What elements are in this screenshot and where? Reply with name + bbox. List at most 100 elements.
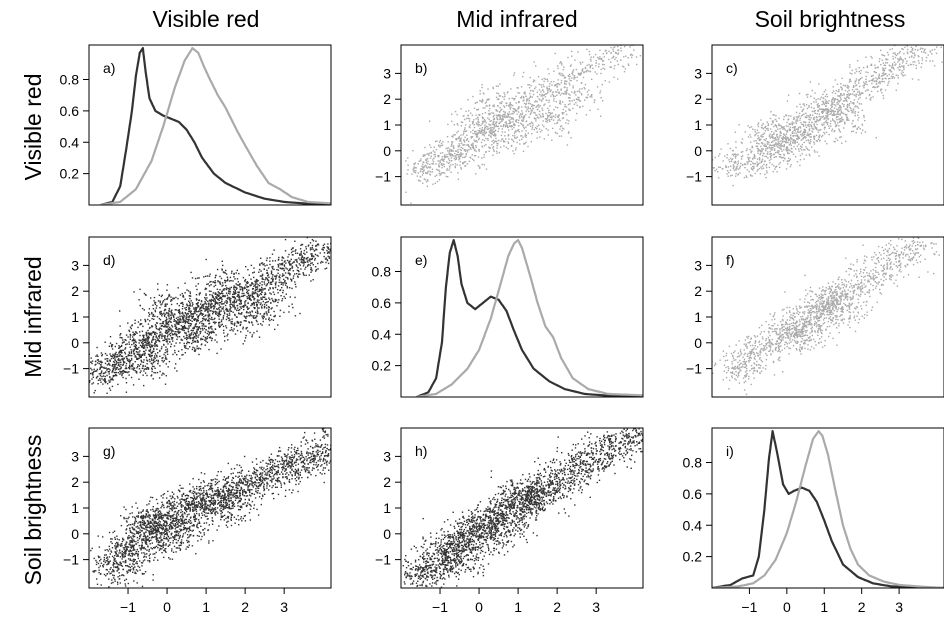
scatter-point [170,336,173,339]
scatter-point [144,339,146,341]
scatter-point [783,140,785,143]
scatter-point [533,111,535,114]
scatter-point [865,81,867,83]
scatter-point [772,136,774,138]
scatter-point [521,106,523,108]
scatter-point [266,264,268,266]
scatter-point [288,260,291,262]
scatter-point [257,290,259,293]
scatter-point [600,115,602,117]
scatter-point [243,292,245,295]
scatter-point [476,109,478,111]
scatter-point [772,122,774,124]
scatter-point [703,157,704,158]
scatter-point [875,77,877,79]
scatter-point [134,344,137,346]
scatter-point [490,136,492,138]
scatter-point [503,145,505,147]
scatter-point [518,139,521,141]
scatter-point [927,54,929,56]
scatter-point [422,155,424,157]
scatter-point [735,141,737,143]
scatter-point [936,46,938,48]
scatter-point [489,147,491,149]
scatter-point [312,279,314,281]
scatter-point [186,337,189,339]
scatter-point [458,140,461,142]
scatter-point [853,85,855,88]
scatter-point [841,116,843,118]
scatter-point [795,119,797,121]
scatter-point [238,291,240,293]
scatter-point [454,134,456,136]
scatter-point [204,310,206,312]
scatter-point [327,247,329,250]
scatter-point [565,122,567,124]
scatter-point [406,173,408,175]
scatter-point [584,66,587,69]
scatter-point [910,64,912,66]
scatter-point [746,148,748,150]
scatter-point [414,162,416,164]
scatter-point [523,97,525,99]
scatter-point [196,314,198,316]
scatter-point [138,368,141,370]
scatter-point [205,294,207,296]
scatter-point [311,262,313,264]
scatter-point [747,153,749,156]
data-point [782,137,784,139]
scatter-point [139,356,142,359]
scatter-point [561,72,563,75]
scatter-point [515,130,517,132]
scatter-point [805,121,807,124]
scatter-point [443,165,445,168]
scatter-point [732,149,734,152]
scatter-point [104,367,106,369]
scatter-point [513,141,515,143]
scatter-point [539,115,542,117]
scatter-point [780,143,782,146]
scatter-point [871,75,873,77]
scatter-point [153,318,155,320]
scatter-point [465,130,468,132]
scatter-point [799,154,802,157]
scatter-point [246,282,248,285]
scatter-point [433,154,435,156]
scatter-point [447,123,449,126]
scatter-point [779,130,782,133]
scatter-point [471,146,474,149]
scatter-point [464,124,467,126]
scatter-point [174,309,176,311]
scatter-point [529,92,531,95]
scatter-point [295,260,298,262]
scatter-point [585,114,587,116]
scatter-point [753,163,755,165]
scatter-point [831,101,833,103]
data-point [478,113,480,116]
scatter-point [813,149,816,152]
scatter-point [735,162,737,164]
scatter-point [101,355,103,357]
scatter-point [555,114,557,116]
scatter-point [314,235,315,236]
scatter-point [236,316,238,318]
scatter-point [284,250,287,252]
scatter-point [301,255,303,257]
scatter-point [296,273,298,275]
scatter-point [328,256,331,258]
scatter-point [558,118,560,120]
scatter-point [833,107,836,109]
scatter-point [119,373,121,375]
scatter-point [778,142,781,145]
scatter-point [489,107,491,110]
scatter-point [511,117,513,120]
scatter-point [460,140,462,142]
scatter-point [751,146,754,149]
scatter-point [567,122,569,125]
scatter-point [760,142,763,144]
scatter-point [231,304,234,306]
scatter-point [504,95,506,98]
scatter-point [203,315,205,318]
scatter-point [725,165,727,167]
scatter-point [799,164,801,167]
